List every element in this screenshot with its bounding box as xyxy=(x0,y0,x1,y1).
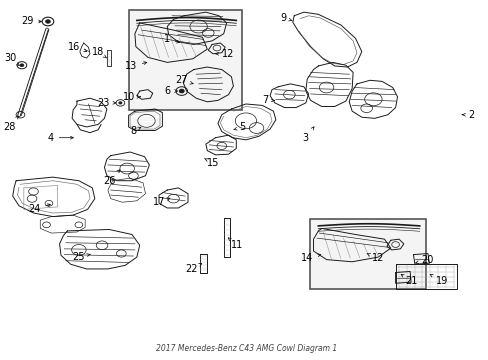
Circle shape xyxy=(45,20,50,23)
Text: 25: 25 xyxy=(73,252,90,262)
Text: 24: 24 xyxy=(28,204,50,215)
Text: 16: 16 xyxy=(68,42,86,51)
Text: 26: 26 xyxy=(103,170,120,186)
Text: 20: 20 xyxy=(415,255,433,265)
Text: 17: 17 xyxy=(153,197,169,207)
Text: 7: 7 xyxy=(262,95,274,105)
Circle shape xyxy=(20,64,24,67)
Text: 2017 Mercedes-Benz C43 AMG Cowl Diagram 1: 2017 Mercedes-Benz C43 AMG Cowl Diagram … xyxy=(156,344,337,353)
Text: 1: 1 xyxy=(163,35,179,44)
Text: 15: 15 xyxy=(204,158,219,168)
Text: 12: 12 xyxy=(215,49,234,59)
Text: 13: 13 xyxy=(124,61,146,71)
Text: 22: 22 xyxy=(185,264,202,274)
Circle shape xyxy=(179,89,184,93)
Text: 2: 2 xyxy=(461,110,473,120)
Text: 9: 9 xyxy=(280,13,291,23)
Text: 8: 8 xyxy=(130,126,141,135)
Bar xyxy=(128,10,242,110)
Text: 21: 21 xyxy=(400,274,417,286)
Text: 18: 18 xyxy=(92,46,106,58)
Text: 27: 27 xyxy=(175,75,193,85)
Text: 29: 29 xyxy=(21,17,41,27)
Text: 19: 19 xyxy=(429,274,447,286)
Text: 11: 11 xyxy=(228,238,243,250)
Text: 28: 28 xyxy=(3,116,19,132)
Text: 14: 14 xyxy=(301,253,320,263)
Text: 4: 4 xyxy=(47,133,73,143)
Text: 12: 12 xyxy=(366,253,384,263)
Text: 5: 5 xyxy=(234,122,245,132)
Circle shape xyxy=(119,102,122,104)
Bar xyxy=(309,220,425,289)
Text: 6: 6 xyxy=(164,86,177,96)
Text: 23: 23 xyxy=(97,98,116,108)
Text: 3: 3 xyxy=(302,127,313,143)
Text: 10: 10 xyxy=(122,92,140,102)
Text: 30: 30 xyxy=(4,53,20,66)
